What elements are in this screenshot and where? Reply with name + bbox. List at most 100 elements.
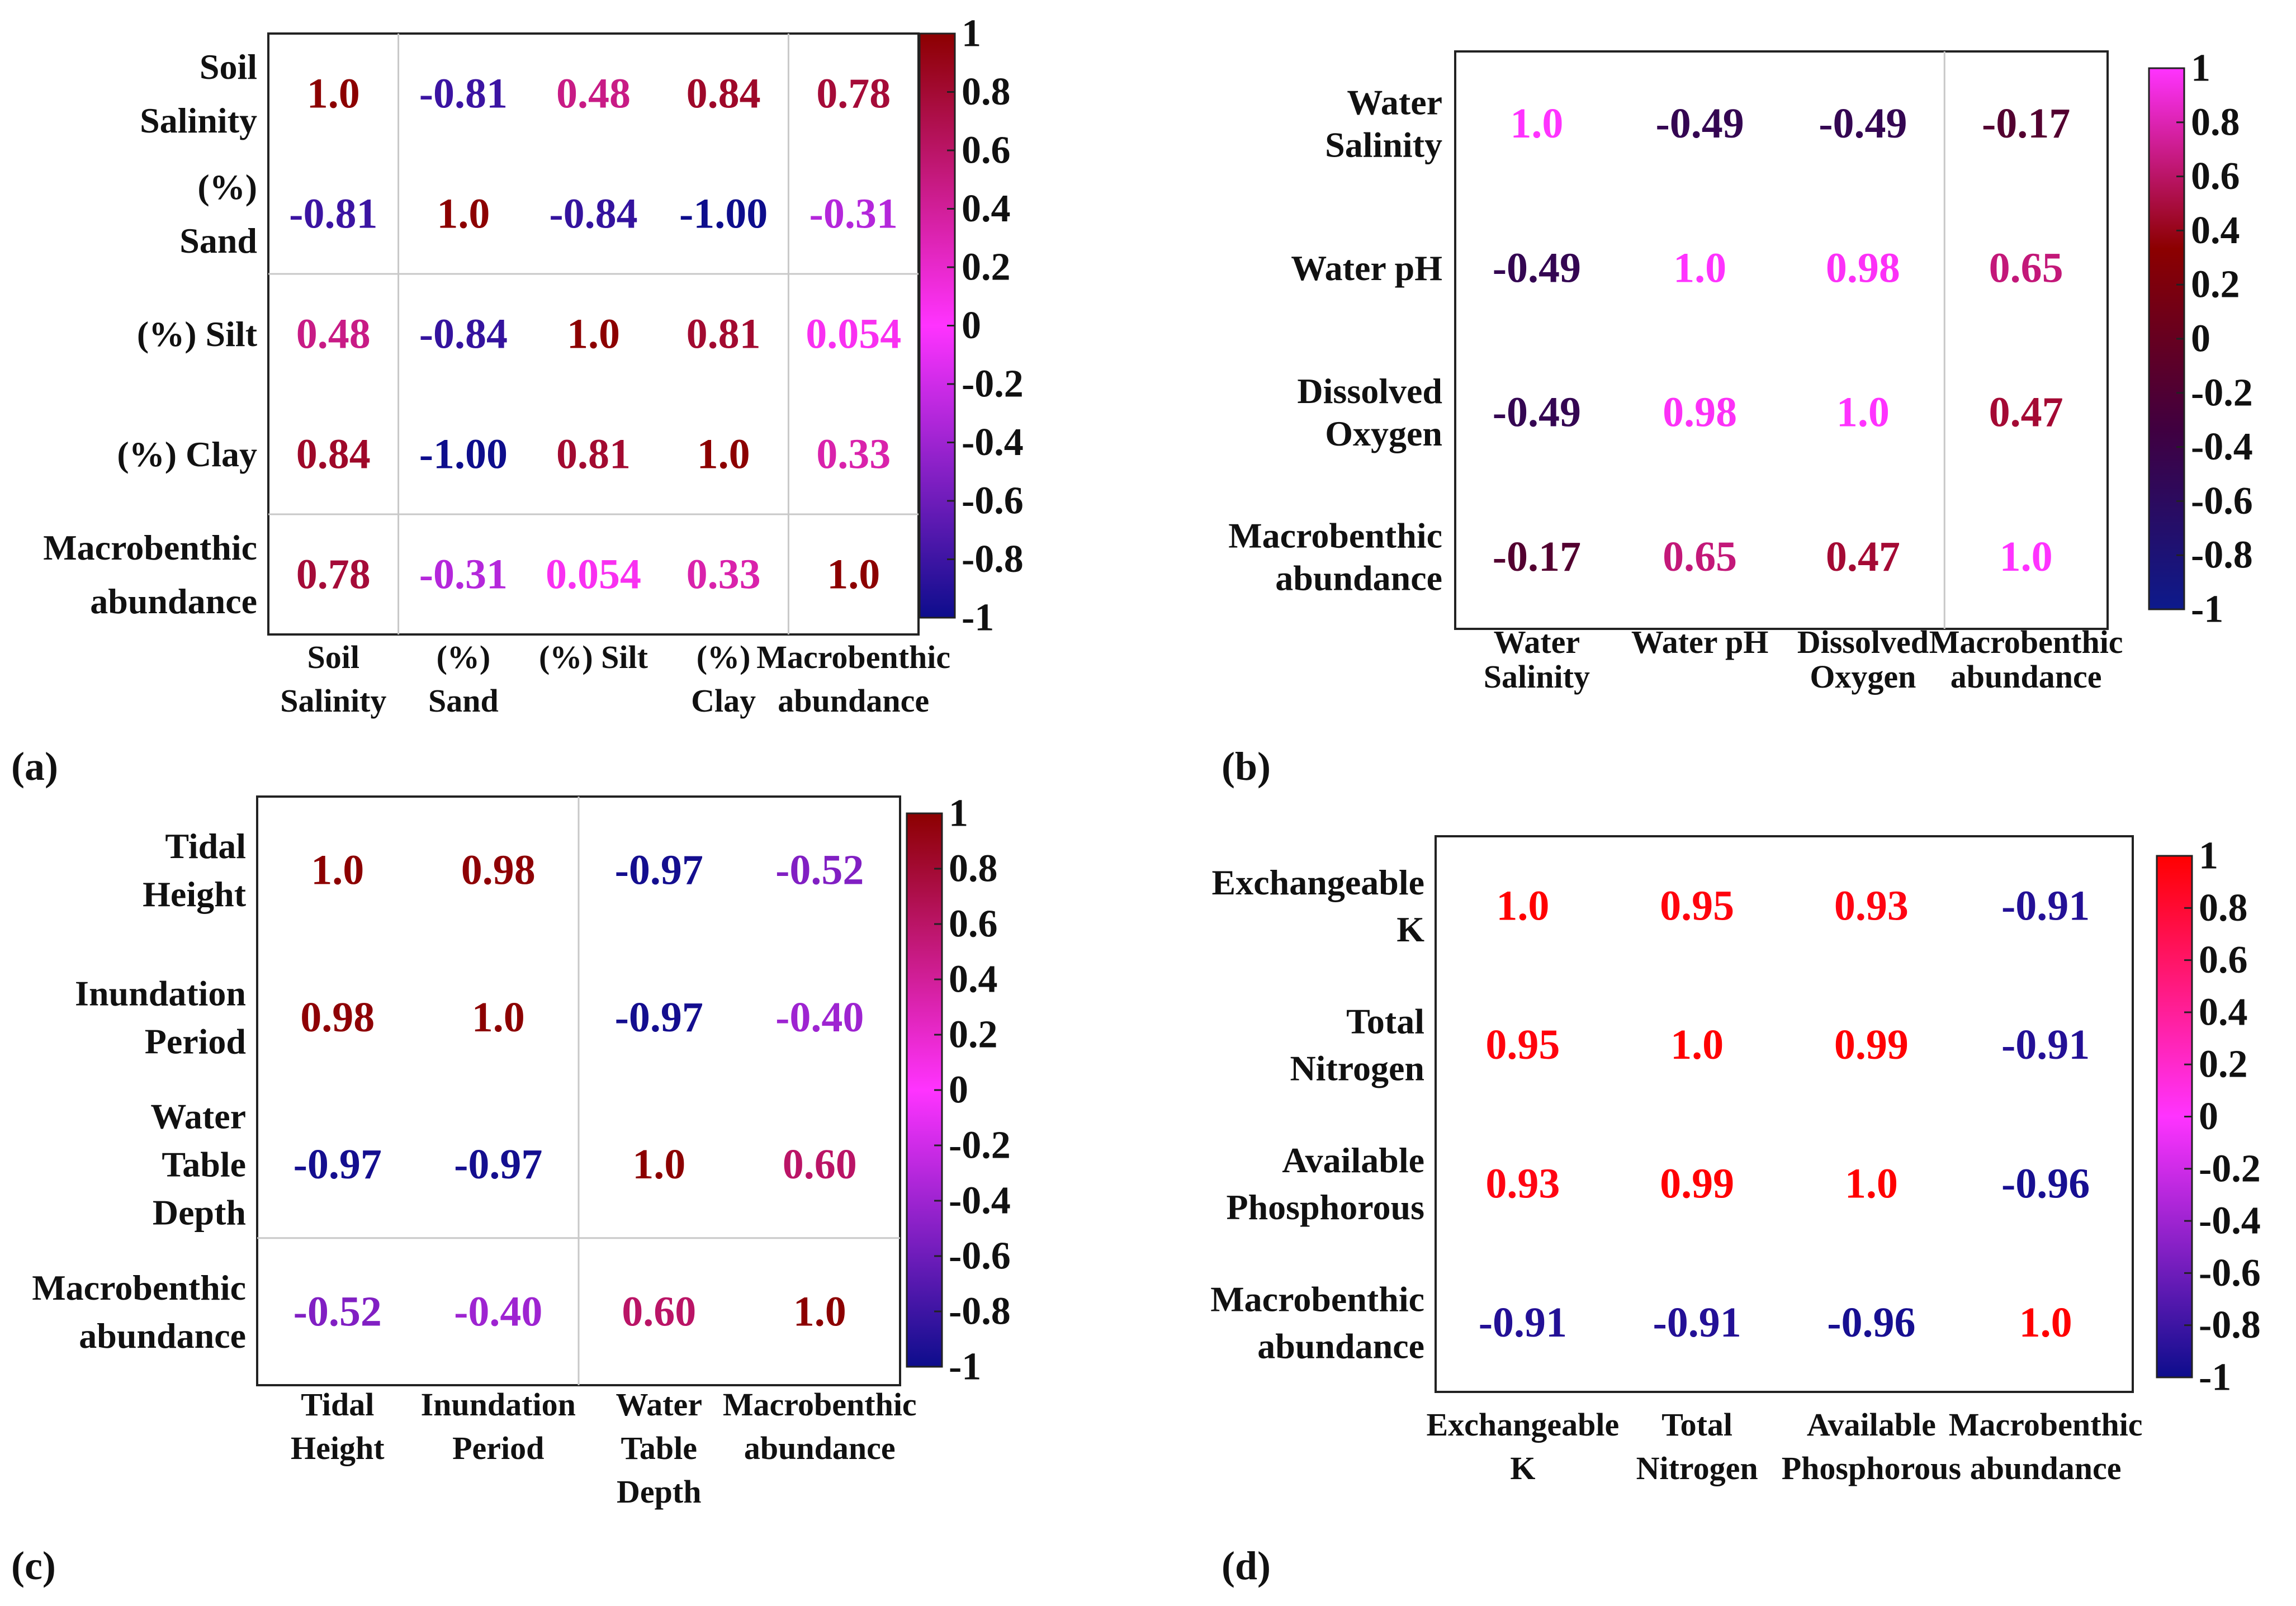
column-label: Exchangeable K <box>1426 1406 1619 1486</box>
row-label: Inundation Period <box>75 973 246 1061</box>
column-label: Macrobenthic abundance <box>756 639 950 719</box>
colorbar-tick-label: 0.4 <box>2199 991 2248 1034</box>
colorbar-tick-label: 0.6 <box>2199 939 2248 982</box>
cell-value: -0.52 <box>293 1288 382 1335</box>
cell-value: -0.49 <box>1819 100 1907 147</box>
colorbar-tick-label: 0.8 <box>2199 887 2248 930</box>
colorbar-tick-label: -0.8 <box>962 538 1024 581</box>
column-label: (%) Silt <box>539 639 648 675</box>
cell-value: -0.97 <box>615 994 703 1041</box>
row-label: Macrobenthic abundance <box>32 1268 246 1356</box>
cell-value: 1.0 <box>1845 1160 1898 1207</box>
cell-value: -0.81 <box>419 70 508 117</box>
cell-value: 0.47 <box>1826 533 1900 580</box>
column-label: Tidal Height <box>291 1386 385 1466</box>
row-label: Water Salinity <box>1325 83 1442 165</box>
cell-value: 0.93 <box>1834 882 1909 929</box>
cell-value: 1.0 <box>311 847 364 894</box>
cell-value: 0.054 <box>806 311 901 358</box>
cell-value: 0.48 <box>296 311 371 358</box>
cell-value: -0.97 <box>454 1141 542 1188</box>
cell-value: 0.33 <box>816 431 891 478</box>
colorbar-tick-label: -0.2 <box>2199 1147 2261 1190</box>
colorbar-tick-label: -0.6 <box>962 480 1024 523</box>
cell-value: 1.0 <box>1673 244 1726 291</box>
cell-value: 0.60 <box>622 1288 696 1335</box>
cell-value: 0.78 <box>816 70 891 117</box>
colorbar-tick-label: -0.6 <box>2191 480 2253 523</box>
cell-value: 1.0 <box>827 551 880 598</box>
cell-value: -0.84 <box>419 311 508 358</box>
cell-value: -0.49 <box>1493 389 1581 436</box>
cell-value: 0.65 <box>1989 244 2063 291</box>
column-label: (%) Clay <box>691 639 756 719</box>
cell-value: 0.95 <box>1660 882 1734 929</box>
cell-value: 0.95 <box>1485 1021 1560 1068</box>
colorbar-tick-label: -0.2 <box>2191 371 2253 414</box>
column-label: Dissolved Oxygen <box>1797 624 1929 695</box>
cell-value: 0.65 <box>1663 533 1737 580</box>
cell-value: -0.91 <box>1479 1299 1567 1346</box>
colorbar-tick-label: -0.2 <box>949 1124 1011 1167</box>
row-label: Dissolved Oxygen <box>1297 371 1442 453</box>
cell-value: 0.33 <box>687 551 761 598</box>
plot-frame <box>267 32 920 636</box>
colorbar-tick-label: 1 <box>2191 47 2210 90</box>
colorbar-tick-label: 0.8 <box>949 847 998 890</box>
cell-value: -0.52 <box>775 847 864 894</box>
plot-frame <box>1454 50 2109 630</box>
cell-value: 0.98 <box>1826 244 1900 291</box>
colorbar-tick-label: 0.4 <box>2191 209 2240 252</box>
colorbar-tick-label: -1 <box>2199 1356 2231 1399</box>
cell-value: 0.48 <box>556 70 631 117</box>
cell-value: -0.91 <box>1653 1299 1741 1346</box>
colorbar-tick-label: -1 <box>949 1346 981 1389</box>
colorbar-tick-label: -1 <box>2191 588 2223 631</box>
cell-value: -0.49 <box>1655 100 1744 147</box>
cell-value: 1.0 <box>1670 1021 1724 1068</box>
colorbar-tick-label: -0.4 <box>949 1179 1011 1223</box>
colorbar-tick-label: 0.2 <box>2191 263 2240 306</box>
row-label: Tidal Height <box>143 826 247 914</box>
cell-value: 1.0 <box>1510 100 1563 147</box>
cell-value: 0.99 <box>1660 1160 1734 1207</box>
cell-value: 0.93 <box>1485 1160 1560 1207</box>
colorbar-tick-label: 0.2 <box>2199 1043 2248 1086</box>
colorbar-tick-label: -0.8 <box>2191 534 2253 577</box>
cell-value: -0.96 <box>2001 1160 2090 1207</box>
colorbar-tick-label: -0.8 <box>949 1290 1011 1333</box>
cell-value: 1.0 <box>1836 389 1890 436</box>
colorbar-tick-label: -0.6 <box>949 1235 1011 1278</box>
row-label: Available Phosphorous <box>1226 1140 1424 1227</box>
cell-value: -0.31 <box>419 551 508 598</box>
cell-value: -1.00 <box>419 431 508 478</box>
row-label: Exchangeable K <box>1212 863 1425 949</box>
column-label: Water pH <box>1631 624 1768 660</box>
cell-value: -0.49 <box>1493 244 1581 291</box>
cell-value: 0.81 <box>556 431 631 478</box>
column-label: Total Nitrogen <box>1636 1406 1758 1486</box>
colorbar-tick-label: 0 <box>949 1069 968 1112</box>
colorbar-tick-label: 1 <box>949 792 968 835</box>
colorbar-tick-label: 0.8 <box>2191 101 2240 144</box>
colorbar <box>906 812 943 1368</box>
colorbar-tick-label: 0.2 <box>962 246 1011 289</box>
cell-value: 1.0 <box>2000 533 2053 580</box>
colorbar-tick-label: 0.6 <box>949 903 998 946</box>
column-label: Inundation Period <box>421 1386 576 1466</box>
colorbar-tick-label: 0 <box>2199 1095 2218 1138</box>
colorbar-tick-label: 1 <box>2199 835 2218 878</box>
row-label: (%) Silt <box>137 314 258 354</box>
colorbar-tick-label: -0.8 <box>2199 1304 2261 1347</box>
cell-value: -0.97 <box>293 1141 382 1188</box>
panel-label: (d) <box>1222 1543 1271 1588</box>
column-label: Macrobenthic abundance <box>723 1386 917 1466</box>
cell-value: 1.0 <box>1496 882 1549 929</box>
column-label: (%) Sand <box>428 639 499 719</box>
cell-value: 0.81 <box>687 311 761 358</box>
cell-value: -0.84 <box>549 191 637 238</box>
cell-value: -0.17 <box>1982 100 2070 147</box>
row-label: Macrobenthic abundance <box>1228 515 1442 598</box>
cell-value: -0.91 <box>2001 882 2090 929</box>
cell-value: 0.84 <box>296 431 371 478</box>
